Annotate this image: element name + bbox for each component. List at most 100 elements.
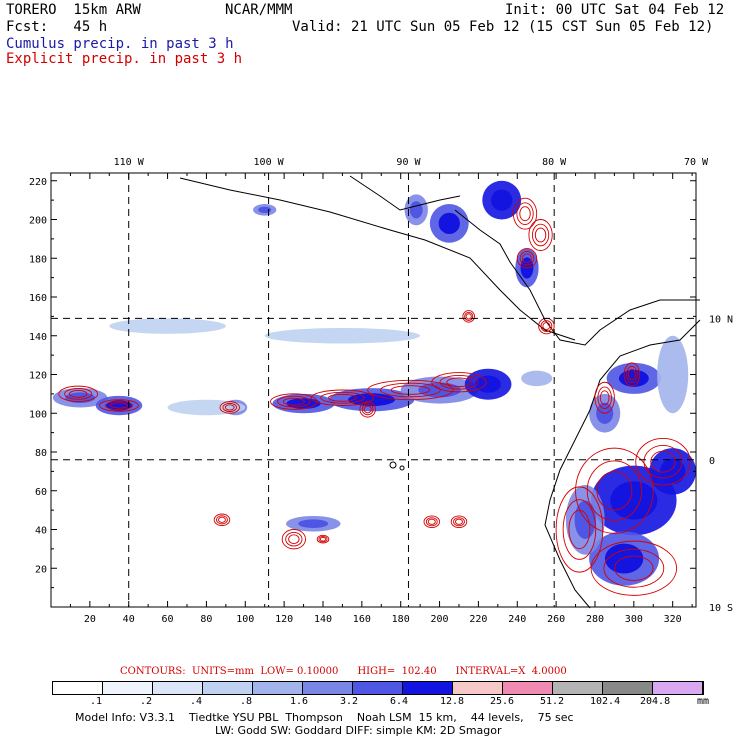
cumulus-cell-21 [109, 318, 226, 334]
colorbar-label-7: 12.8 [440, 696, 465, 707]
cumulus-cell-20 [657, 335, 689, 414]
cumulus-cell-22 [264, 328, 421, 344]
explicit-contour-12-0 [623, 362, 641, 387]
colorbar [52, 681, 704, 695]
cumulus-core-4 [348, 393, 396, 407]
model-info: Model Info: V3.3.1 Tiedtke YSU PBL Thomp… [75, 711, 574, 724]
explicit-contour-16-2 [614, 555, 654, 581]
y-tick-label-3: 80 [35, 448, 47, 459]
x-tick-label-1: 40 [123, 614, 135, 625]
grid-lines [51, 173, 696, 607]
colorbar-swatch-11 [603, 682, 653, 694]
y-tick-label-5: 120 [29, 371, 47, 382]
explicit-contour-5-1 [380, 382, 441, 398]
explicit-contour-4-2 [327, 393, 357, 402]
explicit-contour-20-0 [316, 534, 330, 544]
colorbar-label-10: 102.4 [590, 696, 621, 707]
axis-labels: 110 W 100 W 90 W 80 W 70 W 10 N 0 10 S 20 40 60 80 1… [29, 157, 733, 625]
colorbar-label-1: .2 [140, 696, 153, 707]
x-tick-label-11: 240 [508, 614, 526, 625]
x-tick-label-13: 280 [586, 614, 604, 625]
cumulus-core-10 [409, 201, 423, 219]
y-tick-label-8: 180 [29, 254, 47, 265]
cumulus-core-8 [258, 206, 272, 214]
cumulus-core-18 [604, 543, 644, 574]
colorbar-labels: .1 .2 .4 .8 1.6 3.2 6.4 12.8 25.6 51.2 102.4 204.8 m… [52, 697, 732, 709]
explicit-contour-10-2 [522, 253, 532, 264]
x-tick-label-0: 20 [84, 614, 96, 625]
explicit-contour-0-0 [58, 385, 99, 403]
lat-label-2: 10 S [709, 603, 733, 614]
y-tick-label-7: 160 [29, 293, 47, 304]
cumulus-core-11 [438, 212, 460, 235]
cumulus-precip-layer [52, 180, 697, 586]
explicit-contour-18-0 [213, 513, 231, 527]
explicit-contour-11-2 [542, 322, 551, 331]
explicit-contour-12-1 [625, 365, 638, 384]
explicit-contour-7-0 [359, 401, 376, 418]
org-label: NCAR/MMM [225, 2, 293, 18]
explicit-contour-22-0 [450, 515, 468, 529]
explicit-contour-0-1 [64, 388, 93, 400]
lon-label-2: 90 W [396, 157, 421, 168]
explicit-contour-13-0 [594, 381, 615, 414]
explicit-contour-14-2 [596, 471, 633, 511]
explicit-contour-2-2 [224, 404, 235, 411]
physics-info: LW: Godd SW: Goddard DIFF: simple KM: 2D… [215, 724, 502, 737]
explicit-contour-20-1 [318, 536, 328, 543]
explicit-contour-19-1 [285, 531, 303, 547]
explicit-contour-12-2 [627, 368, 636, 381]
explicit-contour-15-0 [635, 437, 691, 486]
explicit-contour-9-2 [534, 227, 547, 243]
explicit-contour-20-2 [319, 536, 327, 542]
x-tick-label-5: 120 [275, 614, 293, 625]
x-tick-label-8: 180 [392, 614, 410, 625]
explicit-contour-10-1 [519, 251, 535, 266]
explicit-contour-1-1 [104, 400, 134, 411]
y-tick-label-9: 200 [29, 216, 47, 227]
lat-label-0: 10 N [709, 314, 733, 325]
explicit-contour-15-1 [643, 444, 683, 479]
y-tick-label-4: 100 [29, 409, 47, 420]
explicit-contour-14-0 [575, 447, 654, 534]
colorbar-label-3: .8 [240, 696, 253, 707]
explicit-contour-0-2 [69, 389, 88, 398]
colorbar-swatch-8 [453, 682, 503, 694]
explicit-contour-22-2 [455, 518, 463, 525]
colorbar-swatch-7 [403, 682, 453, 694]
colorbar-swatch-2 [153, 682, 203, 694]
cumulus-core-12 [491, 189, 513, 211]
explicit-contour-2-0 [219, 401, 240, 414]
explicit-contour-13-1 [597, 386, 612, 410]
valid-time: Valid: 21 UTC Sun 05 Feb 12 (15 CST Sun … [292, 19, 714, 35]
explicit-contour-13-2 [599, 390, 610, 406]
explicit-contour-23-2 [465, 313, 472, 320]
colorbar-swatch-9 [503, 682, 553, 694]
cumulus-cell-23 [167, 399, 246, 416]
explicit-contour-8-0 [512, 197, 538, 230]
explicit-contour-17-1 [562, 499, 597, 560]
explicit-contour-5-0 [367, 379, 454, 401]
explicit-contour-23-1 [464, 311, 474, 321]
cumulus-core-16 [610, 481, 658, 520]
colorbar-label-2: .4 [190, 696, 203, 707]
y-tick-label-10: 220 [29, 177, 47, 188]
south-america-coast [544, 319, 701, 609]
explicit-contour-16-0 [590, 540, 678, 596]
colorbar-swatch-10 [553, 682, 603, 694]
y-tick-label-1: 40 [35, 526, 47, 537]
explicit-contour-15-2 [650, 450, 676, 473]
lon-label-4: 70 W [684, 157, 709, 168]
y-tick-label-0: 20 [35, 564, 47, 575]
colorbar-swatch-5 [303, 682, 353, 694]
axis-ticks [50, 173, 696, 608]
explicit-contour-23-0 [462, 310, 475, 323]
colorbar-swatch-0 [53, 682, 103, 694]
x-tick-label-10: 220 [469, 614, 487, 625]
explicit-contour-11-1 [540, 320, 553, 332]
colorbar-label-9: 51.2 [540, 696, 565, 707]
x-tick-label-9: 200 [431, 614, 449, 625]
central-america-coast [179, 177, 576, 341]
init-time: Init: 00 UTC Sat 04 Feb 12 [505, 2, 725, 18]
